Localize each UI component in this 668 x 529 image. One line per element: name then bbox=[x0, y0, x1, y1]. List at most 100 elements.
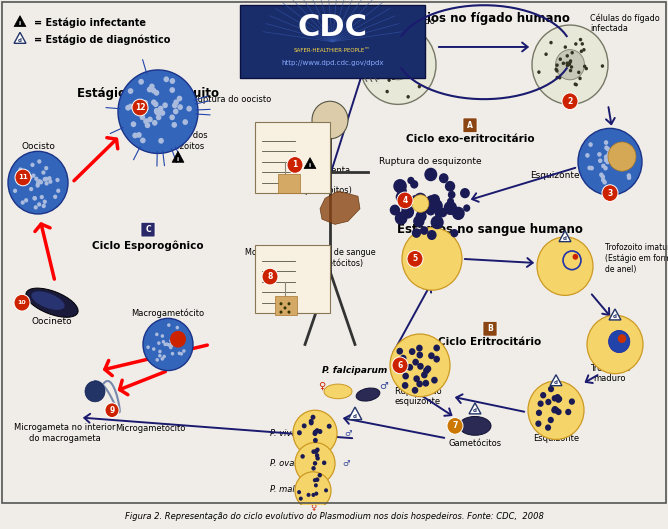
Circle shape bbox=[587, 315, 643, 373]
Circle shape bbox=[176, 326, 179, 330]
Circle shape bbox=[295, 472, 331, 509]
Circle shape bbox=[143, 318, 193, 370]
Circle shape bbox=[626, 162, 631, 167]
Circle shape bbox=[605, 145, 609, 150]
Circle shape bbox=[297, 490, 301, 494]
Circle shape bbox=[548, 417, 554, 423]
Circle shape bbox=[430, 194, 440, 205]
Circle shape bbox=[313, 449, 319, 454]
Circle shape bbox=[412, 195, 429, 212]
Circle shape bbox=[153, 102, 158, 107]
Circle shape bbox=[29, 187, 33, 191]
Circle shape bbox=[360, 25, 436, 104]
Circle shape bbox=[172, 103, 178, 108]
Circle shape bbox=[385, 90, 389, 93]
Circle shape bbox=[606, 153, 610, 158]
Circle shape bbox=[170, 343, 174, 347]
Circle shape bbox=[411, 387, 418, 394]
Circle shape bbox=[607, 148, 612, 152]
Circle shape bbox=[155, 110, 161, 115]
Circle shape bbox=[393, 179, 407, 193]
Circle shape bbox=[423, 204, 432, 214]
Text: ♂: ♂ bbox=[342, 459, 350, 468]
Circle shape bbox=[387, 41, 391, 44]
Circle shape bbox=[315, 456, 320, 461]
Circle shape bbox=[401, 205, 414, 218]
Circle shape bbox=[383, 50, 412, 80]
Circle shape bbox=[606, 147, 610, 151]
Circle shape bbox=[287, 311, 291, 314]
Circle shape bbox=[324, 488, 328, 492]
Circle shape bbox=[413, 215, 425, 227]
Circle shape bbox=[395, 212, 407, 225]
Circle shape bbox=[421, 371, 428, 378]
Circle shape bbox=[156, 358, 159, 362]
Circle shape bbox=[603, 180, 607, 185]
Circle shape bbox=[177, 96, 182, 102]
Circle shape bbox=[309, 421, 314, 425]
Circle shape bbox=[307, 493, 311, 497]
Text: Células do fígado: Células do fígado bbox=[361, 16, 434, 25]
Circle shape bbox=[313, 478, 317, 482]
Circle shape bbox=[311, 493, 315, 497]
Circle shape bbox=[548, 386, 554, 392]
Circle shape bbox=[574, 83, 578, 86]
Circle shape bbox=[158, 354, 162, 358]
Circle shape bbox=[39, 180, 43, 185]
Circle shape bbox=[601, 163, 606, 168]
Circle shape bbox=[572, 254, 578, 260]
Circle shape bbox=[562, 93, 578, 110]
Circle shape bbox=[154, 110, 160, 115]
Circle shape bbox=[422, 200, 433, 211]
Circle shape bbox=[18, 176, 22, 180]
Circle shape bbox=[405, 33, 408, 37]
Polygon shape bbox=[14, 16, 26, 26]
Circle shape bbox=[538, 400, 544, 407]
Circle shape bbox=[313, 438, 318, 443]
Circle shape bbox=[160, 357, 164, 361]
Polygon shape bbox=[609, 309, 621, 320]
Circle shape bbox=[47, 176, 51, 180]
Circle shape bbox=[565, 61, 569, 65]
Circle shape bbox=[395, 59, 399, 62]
Circle shape bbox=[43, 199, 47, 204]
Text: Gametócitos: Gametócitos bbox=[448, 439, 502, 448]
Circle shape bbox=[172, 122, 177, 128]
Text: d: d bbox=[473, 408, 477, 414]
Circle shape bbox=[587, 166, 592, 170]
Circle shape bbox=[535, 421, 542, 427]
Circle shape bbox=[48, 179, 53, 184]
Circle shape bbox=[142, 100, 148, 106]
Circle shape bbox=[401, 58, 404, 61]
Text: Trofozoito imaturo
(Estágio em forma
de anel): Trofozoito imaturo (Estágio em forma de … bbox=[605, 243, 668, 275]
Circle shape bbox=[311, 415, 315, 419]
Circle shape bbox=[164, 343, 167, 346]
Circle shape bbox=[399, 199, 408, 208]
Circle shape bbox=[566, 63, 569, 67]
Circle shape bbox=[549, 41, 552, 44]
Text: Mosquito se alimenta
de sangue
(Inocula esporozoitos): Mosquito se alimenta de sangue (Inocula … bbox=[259, 166, 351, 196]
Circle shape bbox=[555, 63, 558, 67]
Text: ♀: ♀ bbox=[312, 450, 318, 459]
Circle shape bbox=[143, 106, 148, 112]
Circle shape bbox=[397, 62, 401, 66]
Circle shape bbox=[293, 410, 337, 456]
Circle shape bbox=[618, 334, 626, 343]
Circle shape bbox=[532, 25, 608, 104]
Circle shape bbox=[158, 350, 162, 353]
Circle shape bbox=[397, 192, 413, 209]
Circle shape bbox=[450, 229, 458, 238]
Circle shape bbox=[584, 67, 588, 70]
Circle shape bbox=[391, 36, 395, 40]
Circle shape bbox=[416, 380, 423, 387]
Text: ♂: ♂ bbox=[379, 381, 388, 391]
FancyBboxPatch shape bbox=[463, 118, 477, 133]
Circle shape bbox=[406, 95, 410, 98]
Circle shape bbox=[552, 395, 558, 402]
Text: Oocineto: Oocineto bbox=[31, 317, 72, 326]
Circle shape bbox=[439, 173, 448, 183]
Circle shape bbox=[169, 339, 172, 342]
Polygon shape bbox=[348, 407, 362, 419]
Circle shape bbox=[411, 228, 421, 238]
Circle shape bbox=[297, 430, 302, 435]
